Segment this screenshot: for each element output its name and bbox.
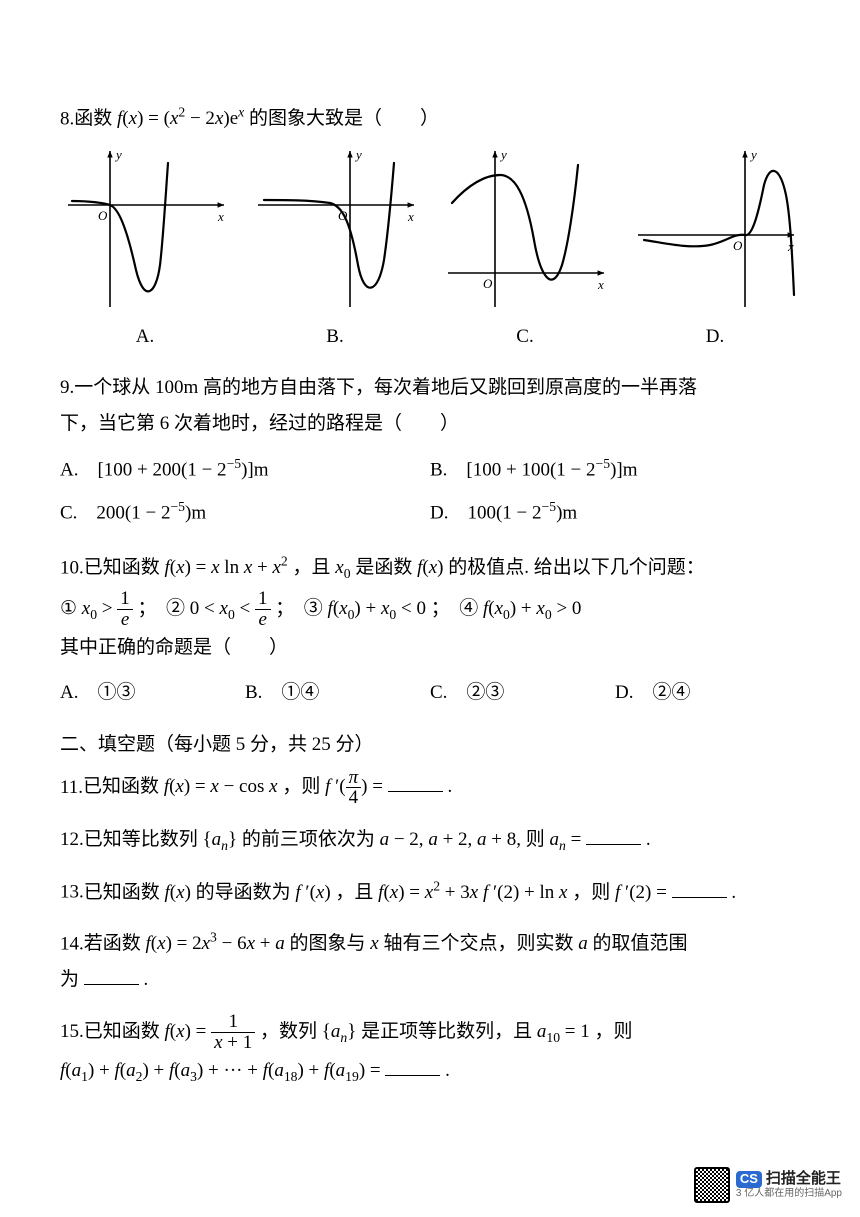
q10-line2: ① x0 > 1e ； ② 0 < x0 < 1e ； ③ f(x0) + x0… [60,587,800,631]
q14-num: 14. [60,933,84,954]
q10-opt-C: C. ②③ [430,672,615,714]
q10-line3: 其中正确的命题是（ ） [60,630,800,666]
q14-stem-l1: 若函数 f(x) = 2x3 − 6x + a 的图象与 x 轴有三个交点，则实… [84,933,688,954]
svg-text:y: y [749,147,757,162]
question-11: 11.已知函数 f(x) = x − cos x ，则 f ′(π4) = . [60,768,800,809]
svg-text:x: x [217,209,224,224]
q12-num: 12. [60,829,84,850]
scanner-watermark: CS 扫描全能王 3 亿人都在用的扫描App [694,1167,842,1203]
q9-opt-D: D. 100(1 − 2−5)m [430,491,800,534]
q8-label-D: D. [706,319,724,355]
q10-opt-B: B. ①④ [245,672,430,714]
q10-options: A. ①③ B. ①④ C. ②③ D. ②④ [60,672,800,714]
question-9: 9.一个球从 100m 高的地方自由落下，每次着地后又跳回到原高度的一半再落 下… [60,370,800,535]
svg-text:x: x [597,277,604,292]
q10-stem: 已知函数 f(x) = x ln x + x2 ，且 x0 是函数 f(x) 的… [84,557,705,578]
q8-label-B: B. [326,319,343,355]
svg-text:y: y [354,147,362,162]
question-14: 14.若函数 f(x) = 2x3 − 6x + a 的图象与 x 轴有三个交点… [60,925,800,999]
watermark-title: 扫描全能王 [766,1171,841,1188]
q9-opt-A: A. [100 + 200(1 − 2−5)]m [60,448,430,491]
watermark-sub: 3 亿人都在用的扫描App [736,1188,842,1199]
question-12: 12.已知等比数列 {an} 的前三项依次为 a − 2, a + 2, a +… [60,822,800,859]
q13-num: 13. [60,882,84,903]
svg-text:O: O [733,238,743,253]
question-10: 10.已知函数 f(x) = x ln x + x2 ，且 x0 是函数 f(x… [60,549,800,715]
q15-stem-l2: f(a1) + f(a2) + f(a3) + ··· + f(a18) + f… [60,1053,800,1090]
q13-stem: 已知函数 f(x) 的导函数为 f ′(x) ，且 f(x) = x2 + 3x… [84,882,736,903]
svg-text:O: O [483,276,493,291]
q8-graph-B: OxyB. [250,145,420,355]
q14-stem-l2: 为 . [60,962,800,998]
q9-stem-l2: 下，当它第 6 次着地时，经过的路程是（ ） [60,406,800,442]
q8-label-C: C. [516,319,533,355]
svg-text:O: O [98,208,108,223]
qr-code-icon [694,1167,730,1203]
q9-stem-l1: 一个球从 100m 高的地方自由落下，每次着地后又跳回到原高度的一半再落 [74,377,697,398]
q11-stem: 已知函数 f(x) = x − cos x ，则 f ′(π4) = . [83,776,452,797]
q12-stem: 已知等比数列 {an} 的前三项依次为 a − 2, a + 2, a + 8,… [84,829,651,850]
q15-num: 15. [60,1021,84,1042]
q8-graph-C: Ox y C. [440,145,610,355]
svg-text:y: y [499,147,507,162]
q11-num: 11. [60,776,83,797]
q9-opt-B: B. [100 + 100(1 − 2−5)]m [430,448,800,491]
q9-num: 9. [60,377,74,398]
q9-opt-C: C. 200(1 − 2−5)m [60,491,430,534]
q15-stem-l1: 已知函数 f(x) = 1x + 1 ，数列 {an} 是正项等比数列，且 a1… [84,1021,633,1042]
question-13: 13.已知函数 f(x) 的导函数为 f ′(x) ，且 f(x) = x2 +… [60,873,800,910]
q10-opt-D: D. ②④ [615,672,800,714]
q10-opt-A: A. ①③ [60,672,245,714]
svg-text:x: x [407,209,414,224]
section-2-title: 二、填空题（每小题 5 分，共 25 分） [60,729,800,756]
q8-num: 8. [60,108,74,129]
q9-options: A. [100 + 200(1 − 2−5)]m B. [100 + 100(1… [60,448,800,535]
q8-graphs: Ox y A. Ox y B. Ox y C. Ox y D. [60,145,800,355]
q8-graph-D: OxyD. [630,145,800,355]
q8-graph-A: Ox y A. [60,145,230,355]
q10-num: 10. [60,557,84,578]
question-15: 15.已知函数 f(x) = 1x + 1 ，数列 {an} 是正项等比数列，且… [60,1012,800,1090]
q8-stem: 函数 f(x) = (x2 − 2x)ex 的图象大致是（ ） [74,108,439,129]
cs-badge: CS [736,1171,762,1187]
svg-text:y: y [114,147,122,162]
question-8: 8.函数 f(x) = (x2 − 2x)ex 的图象大致是（ ） Ox y A. … [60,100,800,356]
q8-label-A: A. [136,319,154,355]
